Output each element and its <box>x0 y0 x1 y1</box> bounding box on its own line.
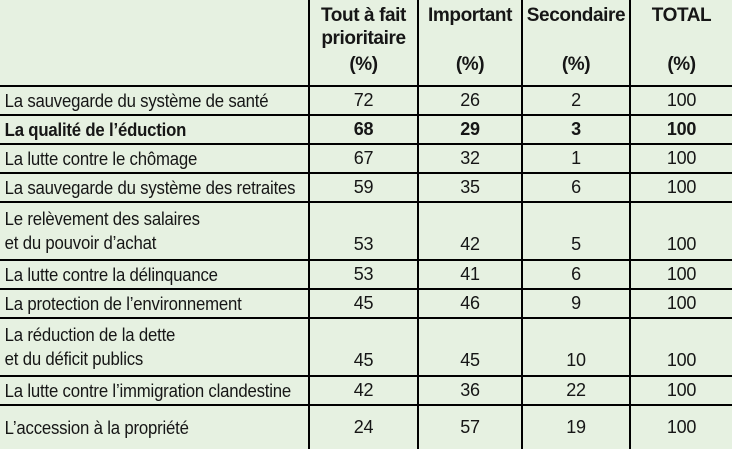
value-tout-a-fait: 59 <box>308 172 418 202</box>
column-header-important: Important (%) <box>417 0 522 86</box>
column-header-tout-a-fait: Tout à fait prioritaire (%) <box>308 0 418 86</box>
value-secondaire: 6 <box>521 259 630 289</box>
percent-unit: (%) <box>667 54 696 75</box>
row-label: La protection de l’environnement <box>4 293 242 314</box>
table-row-emphasized: La qualité de l’éduction 68 29 3 100 <box>0 114 732 144</box>
percent-unit: (%) <box>561 54 591 75</box>
row-label: L’accession à la propriété <box>4 417 189 438</box>
table-row: L’accession à la propriété 24 57 19 100 <box>0 404 732 449</box>
column-title: Secondaire <box>526 5 626 26</box>
value-tout-a-fait: 45 <box>308 317 418 376</box>
value-total: 100 <box>629 201 732 260</box>
value-important: 57 <box>417 404 522 449</box>
value-tout-a-fait: 53 <box>308 201 418 260</box>
value-important: 45 <box>417 317 522 376</box>
table-row: La sauvegarde du système des retraites 5… <box>0 172 732 202</box>
value-total: 100 <box>629 259 732 289</box>
value-total: 100 <box>629 288 732 318</box>
value-total: 100 <box>629 85 732 115</box>
row-label: La lutte contre l’immigration clandestin… <box>4 380 292 401</box>
value-secondaire: 5 <box>521 201 630 260</box>
row-label: La lutte contre la délinquance <box>4 264 218 285</box>
value-total: 100 <box>629 404 732 449</box>
value-tout-a-fait: 24 <box>308 404 418 449</box>
value-tout-a-fait: 72 <box>308 85 418 115</box>
column-title: Tout à fait prioritaire <box>321 5 406 49</box>
value-secondaire: 6 <box>521 172 630 202</box>
value-total: 100 <box>629 172 732 202</box>
row-label: La lutte contre le chômage <box>4 148 198 169</box>
table-row: La protection de l’environnement 45 46 9… <box>0 288 732 318</box>
table-row: Le relèvement des salaires et du pouvoir… <box>0 201 732 260</box>
value-important: 26 <box>417 85 522 115</box>
value-secondaire: 1 <box>521 143 630 173</box>
value-tout-a-fait: 53 <box>308 259 418 289</box>
empty-header-cell <box>0 0 309 86</box>
value-important: 35 <box>417 172 522 202</box>
value-important: 29 <box>417 114 522 144</box>
value-total: 100 <box>629 317 732 376</box>
table-row: La lutte contre le chômage 67 32 1 100 <box>0 143 732 173</box>
value-important: 32 <box>417 143 522 173</box>
value-secondaire: 3 <box>521 114 630 144</box>
column-header-total: TOTAL (%) <box>629 0 732 86</box>
value-total: 100 <box>629 375 732 405</box>
value-tout-a-fait: 42 <box>308 375 418 405</box>
row-label: Le relèvement des salaires et du pouvoir… <box>4 209 200 253</box>
table-row: La lutte contre l’immigration clandestin… <box>0 375 732 405</box>
column-title: TOTAL <box>651 5 712 26</box>
value-tout-a-fait: 45 <box>308 288 418 318</box>
value-important: 36 <box>417 375 522 405</box>
column-title: Important <box>427 5 512 26</box>
value-secondaire: 9 <box>521 288 630 318</box>
table-row: La sauvegarde du système de santé 72 26 … <box>0 85 732 115</box>
value-tout-a-fait: 68 <box>308 114 418 144</box>
value-secondaire: 10 <box>521 317 630 376</box>
value-secondaire: 19 <box>521 404 630 449</box>
value-secondaire: 22 <box>521 375 630 405</box>
table-row: La réduction de la dette et du déficit p… <box>0 317 732 376</box>
header-row: Tout à fait prioritaire (%) Important (%… <box>0 0 732 86</box>
row-label: La sauvegarde du système de santé <box>4 90 269 111</box>
value-secondaire: 2 <box>521 85 630 115</box>
value-important: 41 <box>417 259 522 289</box>
value-total: 100 <box>629 114 732 144</box>
column-header-secondaire: Secondaire (%) <box>521 0 630 86</box>
value-tout-a-fait: 67 <box>308 143 418 173</box>
value-important: 46 <box>417 288 522 318</box>
value-total: 100 <box>629 143 732 173</box>
table-row: La lutte contre la délinquance 53 41 6 1… <box>0 259 732 289</box>
percent-unit: (%) <box>455 54 485 75</box>
row-label: La qualité de l’éduction <box>4 119 187 140</box>
row-label: La réduction de la dette et du déficit p… <box>4 325 176 369</box>
value-important: 42 <box>417 201 522 260</box>
percent-unit: (%) <box>349 54 378 75</box>
row-label: La sauvegarde du système des retraites <box>4 177 296 198</box>
